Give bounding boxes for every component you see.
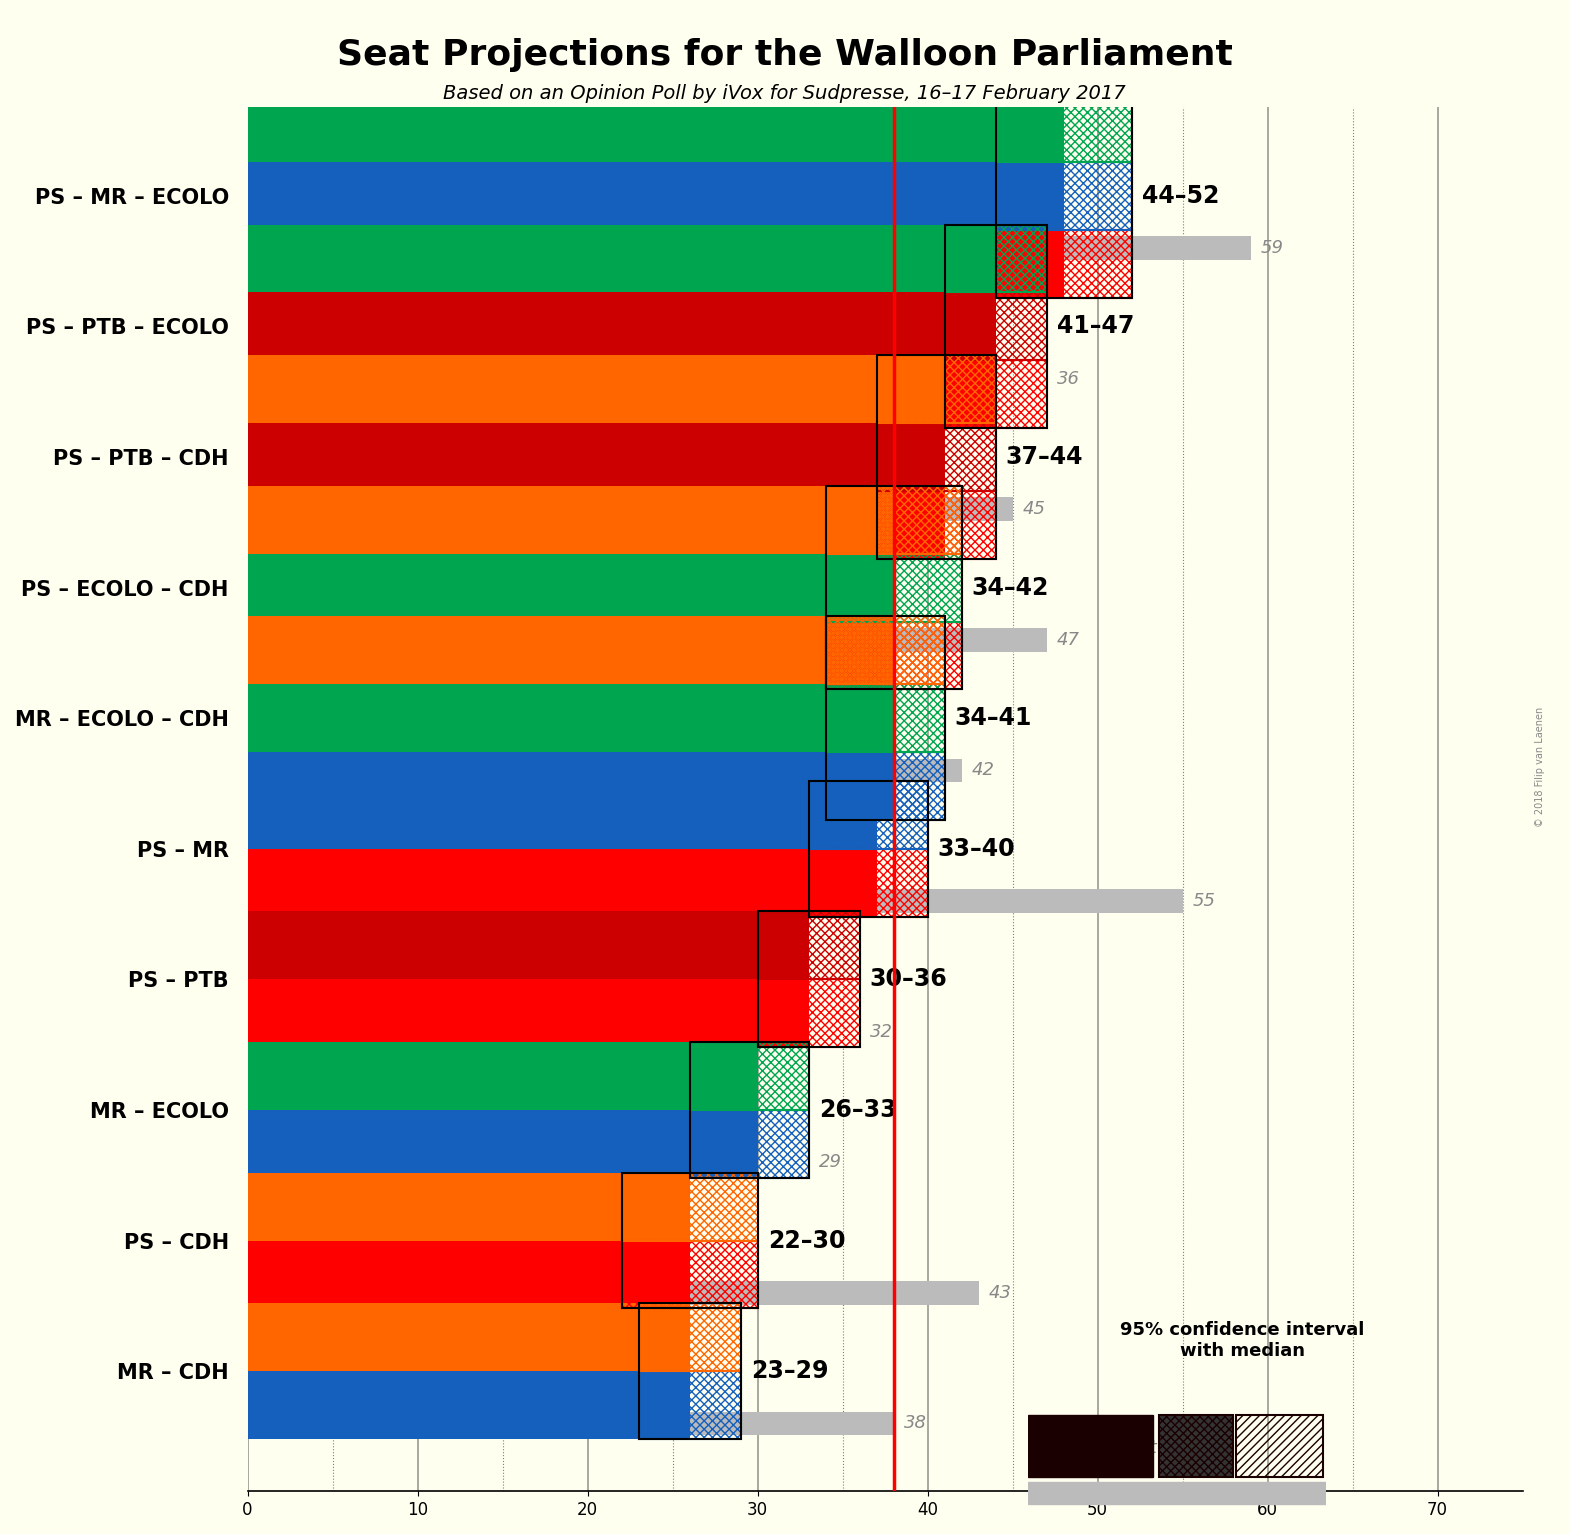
Bar xyxy=(825,486,962,689)
Bar xyxy=(248,1042,758,1111)
Text: Based on an Opinion Poll by iVox for Sudpresse, 16–17 February 2017: Based on an Opinion Poll by iVox for Sud… xyxy=(442,84,1127,103)
Bar xyxy=(690,1042,808,1111)
Bar xyxy=(248,224,996,293)
Bar xyxy=(877,356,996,423)
Bar xyxy=(1028,1414,1153,1477)
Bar xyxy=(945,293,1047,360)
Bar xyxy=(248,684,894,752)
Bar xyxy=(996,94,1131,163)
Bar xyxy=(248,360,996,428)
Bar xyxy=(825,486,962,554)
Bar xyxy=(621,1172,758,1241)
Bar xyxy=(248,621,894,689)
Bar xyxy=(639,1371,741,1439)
Bar xyxy=(248,911,808,979)
Text: 23–29: 23–29 xyxy=(752,1359,828,1384)
Text: 38: 38 xyxy=(904,1414,927,1433)
Bar xyxy=(248,163,1064,230)
Text: 34–42: 34–42 xyxy=(971,575,1050,600)
Bar xyxy=(808,848,927,917)
Text: 42: 42 xyxy=(971,761,995,779)
Bar xyxy=(248,752,894,821)
Bar xyxy=(248,1172,690,1241)
Text: 55: 55 xyxy=(1192,891,1216,910)
Bar xyxy=(825,752,945,821)
Bar xyxy=(945,360,1047,428)
Bar xyxy=(248,617,894,684)
Bar xyxy=(758,911,860,979)
Bar xyxy=(996,163,1131,230)
Text: 36: 36 xyxy=(1058,370,1079,388)
Text: 32: 32 xyxy=(869,1023,893,1040)
Bar xyxy=(248,486,894,554)
Text: Last result: Last result xyxy=(1122,1439,1210,1457)
Bar xyxy=(248,1304,690,1371)
Bar xyxy=(1236,1414,1323,1477)
Bar xyxy=(758,979,860,1048)
Text: © 2018 Filip van Laenen: © 2018 Filip van Laenen xyxy=(1536,707,1545,827)
Text: 22–30: 22–30 xyxy=(767,1229,846,1253)
Text: 26–33: 26–33 xyxy=(819,1098,896,1121)
Bar xyxy=(639,1304,741,1371)
Bar xyxy=(248,781,877,848)
Text: 59: 59 xyxy=(1261,239,1283,258)
Text: 44–52: 44–52 xyxy=(1142,184,1219,207)
Bar xyxy=(996,94,1131,298)
Bar xyxy=(248,497,1012,522)
Bar xyxy=(248,230,1064,298)
Text: Seat Projections for the Walloon Parliament: Seat Projections for the Walloon Parliam… xyxy=(337,38,1232,72)
Bar xyxy=(1159,1414,1233,1477)
Bar xyxy=(825,684,945,752)
Bar xyxy=(996,230,1131,298)
Bar xyxy=(825,554,962,621)
Bar xyxy=(877,356,996,558)
Bar xyxy=(248,1371,690,1439)
Bar xyxy=(825,617,945,684)
Bar xyxy=(248,356,945,423)
Text: 37–44: 37–44 xyxy=(1006,445,1083,469)
Bar xyxy=(825,621,962,689)
Bar xyxy=(248,627,1047,652)
Bar xyxy=(248,1241,690,1309)
Bar xyxy=(690,1111,808,1178)
Bar xyxy=(808,781,927,917)
Bar xyxy=(248,848,877,917)
Bar xyxy=(877,491,996,558)
Bar xyxy=(248,1411,894,1436)
Bar xyxy=(248,1281,979,1304)
Bar xyxy=(248,1020,792,1043)
Bar xyxy=(945,224,1047,293)
Text: 47: 47 xyxy=(1058,630,1079,649)
Bar xyxy=(248,759,962,782)
Bar xyxy=(945,224,1047,428)
Bar xyxy=(639,1304,741,1439)
Bar xyxy=(248,1111,758,1178)
Bar xyxy=(621,1241,758,1309)
Bar xyxy=(248,979,808,1048)
Text: 95% confidence interval
with median: 95% confidence interval with median xyxy=(1120,1321,1365,1359)
Bar xyxy=(248,236,1250,259)
Text: 29: 29 xyxy=(819,1154,843,1170)
Text: 34–41: 34–41 xyxy=(956,706,1032,730)
Bar xyxy=(1028,1482,1326,1503)
Bar xyxy=(690,1042,808,1178)
Bar xyxy=(248,491,945,558)
Bar xyxy=(808,781,927,848)
Text: 30–36: 30–36 xyxy=(869,968,948,991)
Text: 33–40: 33–40 xyxy=(938,836,1015,861)
Bar xyxy=(248,423,945,491)
Bar xyxy=(248,293,996,360)
Bar xyxy=(248,890,1183,913)
Bar xyxy=(248,554,894,621)
Text: 41–47: 41–47 xyxy=(1058,314,1134,339)
Text: 45: 45 xyxy=(1023,500,1047,518)
Bar xyxy=(877,423,996,491)
Text: 43: 43 xyxy=(988,1284,1012,1302)
Bar xyxy=(621,1172,758,1309)
Bar xyxy=(825,617,945,821)
Bar xyxy=(248,367,860,391)
Bar xyxy=(248,1150,741,1174)
Bar xyxy=(758,911,860,1048)
Bar xyxy=(248,94,1064,163)
